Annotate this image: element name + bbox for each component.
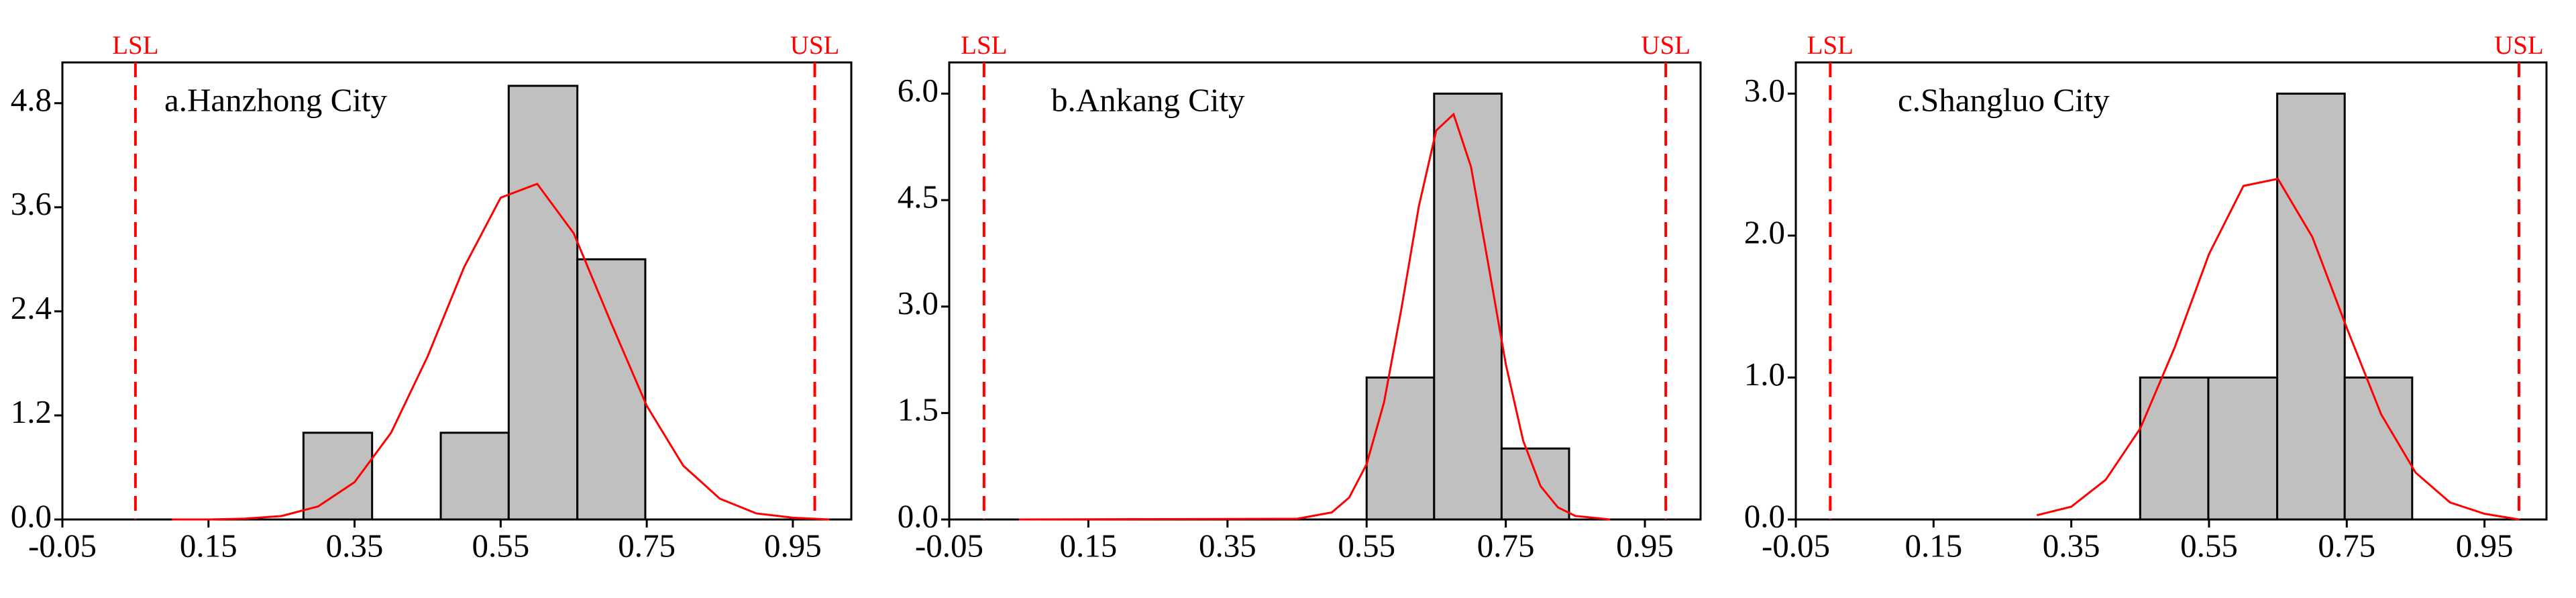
y-tick-label: 4.8 [11, 81, 52, 118]
bar [1433, 93, 1503, 521]
bar [302, 432, 374, 521]
y-tick-label: 1.5 [898, 391, 938, 428]
x-tick-label: 0.95 [1616, 527, 1674, 564]
y-tick-label: 4.5 [898, 178, 938, 215]
bar [1365, 377, 1436, 521]
y-tick-label: 2.0 [1744, 213, 1785, 250]
x-tick-label: 0.95 [764, 527, 822, 564]
panel-title: b.Ankang City [1051, 81, 1245, 118]
y-tick-label: 3.0 [1744, 72, 1785, 109]
panel-title: a.Hanzhong City [164, 81, 388, 118]
x-tick-label: 0.15 [180, 527, 237, 564]
x-tick-label: 0.55 [472, 527, 529, 564]
y-tick-label: 1.0 [1744, 356, 1785, 393]
bar [439, 432, 510, 521]
x-tick-label: -0.05 [1762, 527, 1830, 564]
panel-title: c.Shangluo City [1898, 81, 2110, 118]
bar [576, 258, 647, 521]
x-tick-label: 0.15 [1060, 527, 1118, 564]
bar [2276, 93, 2346, 521]
bar [507, 85, 579, 521]
plot-area [948, 61, 1702, 521]
x-tick-label: -0.05 [915, 527, 983, 564]
spec-label: USL [790, 31, 840, 60]
x-tick-label: 0.75 [1477, 527, 1535, 564]
spec-label: USL [2494, 31, 2544, 60]
y-tick-label: 3.6 [11, 185, 52, 222]
x-tick-label: 0.35 [326, 527, 384, 564]
x-tick-label: 0.75 [618, 527, 676, 564]
spec-label: LSL [112, 31, 158, 60]
x-tick-label: -0.05 [28, 527, 97, 564]
spec-label: USL [1641, 31, 1690, 60]
x-tick-label: 0.35 [1199, 527, 1256, 564]
y-tick-label: 2.4 [11, 289, 52, 326]
y-tick-label: 0.0 [898, 497, 938, 534]
x-tick-label: 0.75 [2318, 527, 2375, 564]
spec-label: LSL [961, 31, 1007, 60]
x-tick-label: 0.95 [2456, 527, 2514, 564]
bar [2207, 377, 2279, 521]
y-tick-label: 0.0 [1744, 497, 1785, 534]
x-tick-label: 0.55 [2180, 527, 2238, 564]
x-tick-label: 0.15 [1904, 527, 1962, 564]
x-tick-label: 0.55 [1338, 527, 1395, 564]
fit-curve [2036, 177, 2520, 521]
y-tick-label: 0.0 [11, 497, 52, 534]
fit-curve [172, 183, 830, 521]
y-tick-label: 1.2 [11, 393, 52, 430]
y-tick-label: 6.0 [898, 72, 938, 109]
spec-label: LSL [1807, 31, 1854, 60]
fit-curve [1018, 112, 1611, 521]
x-tick-label: 0.35 [2043, 527, 2100, 564]
bar [2139, 377, 2210, 521]
y-tick-label: 3.0 [898, 285, 938, 321]
